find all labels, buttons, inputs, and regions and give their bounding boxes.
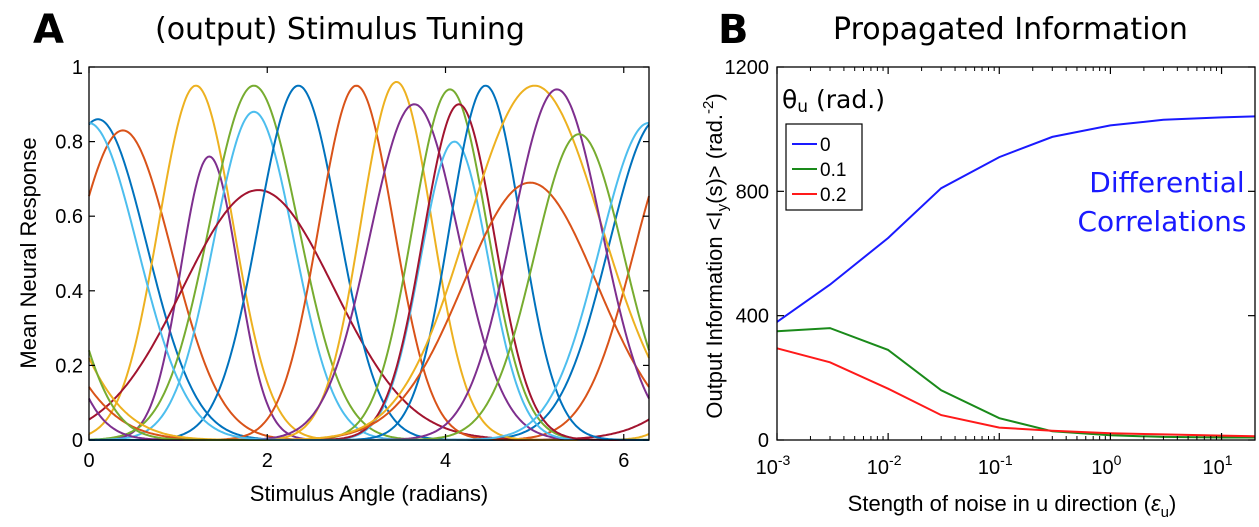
y-tick-label: 0.6 [55,206,83,228]
legend-title: θu (rad.) [782,85,885,117]
annotation-line-2: Correlations [1078,205,1247,238]
tuning-curve [89,103,649,441]
tuning-curve [88,181,650,441]
x-tick-label: 6 [618,450,629,472]
x-tick-label: 101 [1203,452,1233,479]
panel-a-ticks: 0 2 4 6 0 0.2 0.4 0.6 0.8 1 [55,57,649,472]
panel-b-axes-box [776,66,1256,441]
x-tick-label: 4 [440,450,451,472]
tuning-curve [88,133,650,441]
legend-label: 0 [820,135,831,156]
y-tick-label: 800 [736,181,769,203]
y-tick-label: 0 [72,430,83,452]
panel-a-ylabel: Mean Neural Response [16,137,41,368]
panel-a-letter: A [33,7,64,53]
x-tick-label: 10-3 [756,452,791,479]
y-tick-label: 0.4 [55,281,83,303]
panel-b-title: Propagated Information [833,12,1188,47]
x-tick-label: 10-2 [867,452,902,479]
x-tick-label: 2 [262,450,273,472]
panel-b-ticks: 10-3 10-2 10-1 100 101 0 400 800 1200 [725,57,1256,479]
y-tick-label: 0.8 [55,132,83,154]
panel-a-axes-box [88,66,650,441]
series-line-0.2 [776,347,1256,438]
legend-label: 0.1 [820,160,846,181]
x-tick-label: 10-1 [978,452,1013,479]
y-tick-label: 0.2 [55,355,83,377]
panel-b-letter: B [718,7,749,53]
panel-b-ylabel: Output Information <Iy(s)> (rad.-2) [700,93,731,418]
panel-b-xlabel: Stength of noise in u direction (εu) [848,491,1177,521]
panel-b-legend: θu (rad.) 0 0.1 0.2 [782,85,885,211]
panel-b-curves [776,115,1256,439]
legend-label: 0.2 [820,185,846,206]
tuning-curve [88,84,650,441]
y-tick-label: 400 [736,306,769,328]
panel-b: B Propagated Information 10-3 10-2 10-1 100… [700,7,1256,521]
x-tick-label: 100 [1091,452,1121,479]
y-tick-label: 1200 [725,57,770,79]
annotation-line-1: Differential [1089,166,1244,199]
panel-a-xlabel: Stimulus Angle (radians) [250,481,488,506]
y-tick-label: 0 [758,430,769,452]
x-tick-label: 0 [83,450,94,472]
legend-box [785,123,863,211]
panel-a: A (output) Stimulus Tuning 0 2 4 6 0 0.2 0.4 0.… [16,7,650,506]
tuning-curve [89,103,649,441]
series-line-0 [776,115,1256,323]
panel-a-title: (output) Stimulus Tuning [155,12,525,47]
series-line-0.1 [776,327,1255,439]
tuning-curve [88,118,650,441]
y-tick-label: 1 [72,57,83,79]
tuning-curve [89,110,649,441]
panel-a-curves [88,81,650,441]
